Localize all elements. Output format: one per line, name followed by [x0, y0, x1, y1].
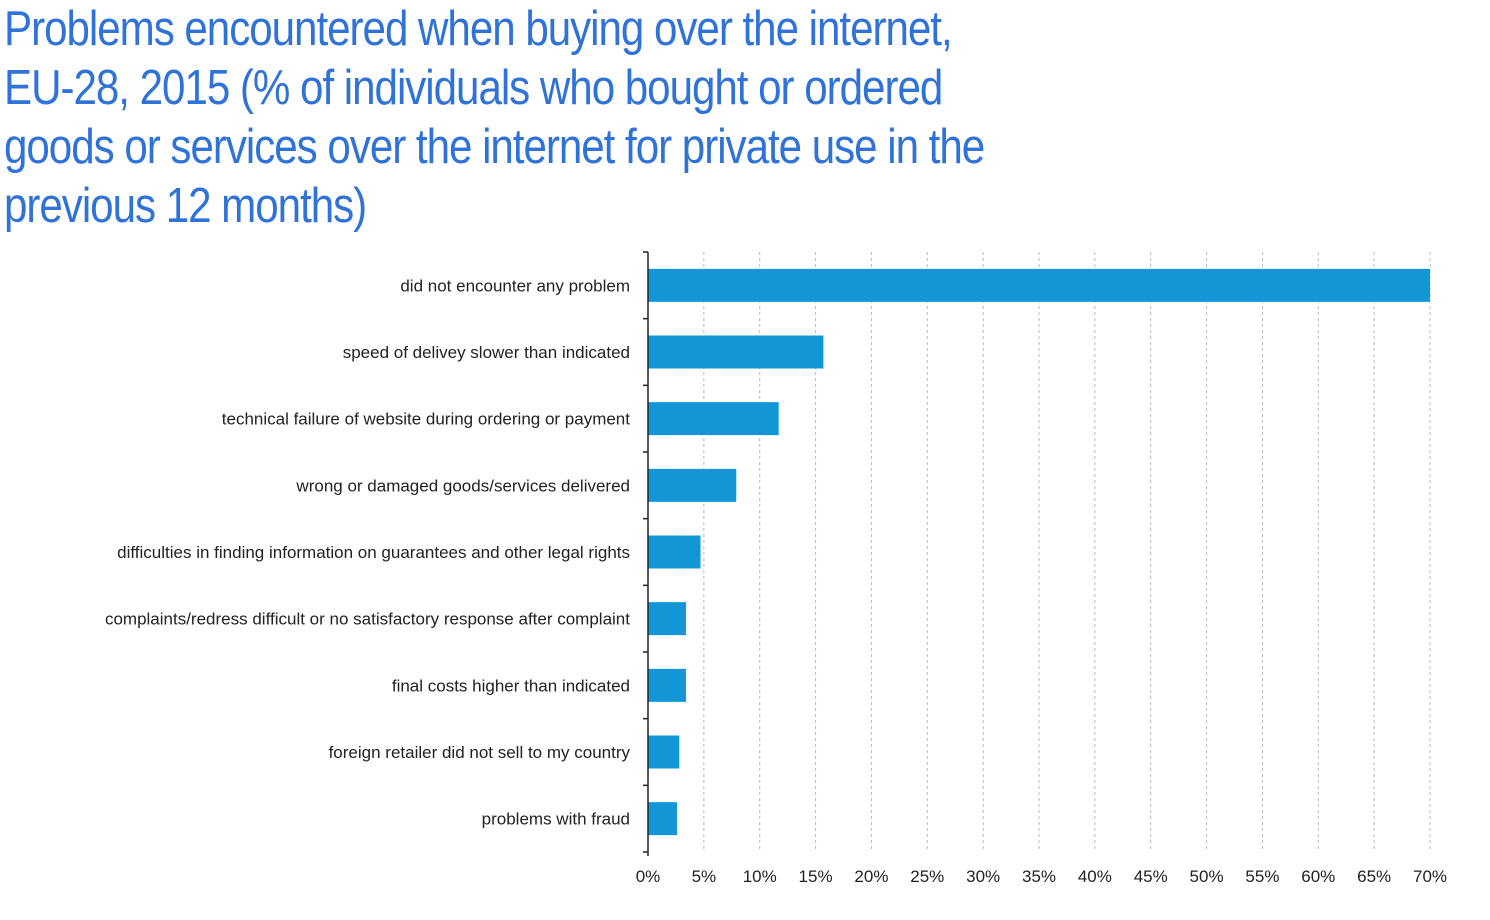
category-label: speed of delivey slower than indicated: [343, 343, 630, 362]
bar: [648, 402, 779, 436]
bar: [648, 268, 1430, 302]
category-label: difficulties in finding information on g…: [117, 543, 630, 562]
bar: [648, 668, 686, 702]
x-tick-label: 70%: [1413, 867, 1447, 886]
x-tick-label: 65%: [1357, 867, 1391, 886]
x-tick-label: 20%: [854, 867, 888, 886]
x-tick-label: 35%: [1022, 867, 1056, 886]
x-tick-label: 50%: [1190, 867, 1224, 886]
x-tick-label: 40%: [1078, 867, 1112, 886]
gridlines: [703, 252, 1431, 852]
x-tick-label: 0%: [636, 867, 661, 886]
x-tick-label: 55%: [1245, 867, 1279, 886]
bar: [648, 802, 678, 836]
bar: [648, 735, 680, 769]
bar: [648, 602, 686, 636]
x-tick-label: 10%: [743, 867, 777, 886]
category-label: did not encounter any problem: [400, 276, 630, 295]
bar: [648, 468, 737, 502]
category-labels: did not encounter any problem speed of de…: [105, 276, 631, 828]
category-label: technical failure of website during orde…: [222, 410, 631, 429]
x-tick-label: 60%: [1301, 867, 1335, 886]
category-label: wrong or damaged goods/services delivere…: [295, 476, 630, 495]
bar: [648, 535, 701, 569]
bars: [648, 268, 1430, 836]
x-tick-label: 45%: [1134, 867, 1168, 886]
category-label: complaints/redress difficult or no satis…: [105, 610, 630, 629]
category-label: final costs higher than indicated: [392, 676, 630, 695]
x-tick-label: 15%: [799, 867, 833, 886]
x-tick-label: 30%: [966, 867, 1000, 886]
chart-title: Problems encountered when buying over th…: [4, 2, 985, 233]
y-axis: [643, 251, 649, 856]
x-tick-label: 25%: [910, 867, 944, 886]
category-label: problems with fraud: [482, 810, 630, 829]
x-tick-label: 5%: [692, 867, 717, 886]
category-label: foreign retailer did not sell to my coun…: [329, 743, 631, 762]
x-tick-labels: 0% 5% 10% 15% 20% 25% 30% 35% 40% 45% 50% 55% 60% 65%…: [636, 867, 1447, 886]
bar: [648, 335, 824, 369]
